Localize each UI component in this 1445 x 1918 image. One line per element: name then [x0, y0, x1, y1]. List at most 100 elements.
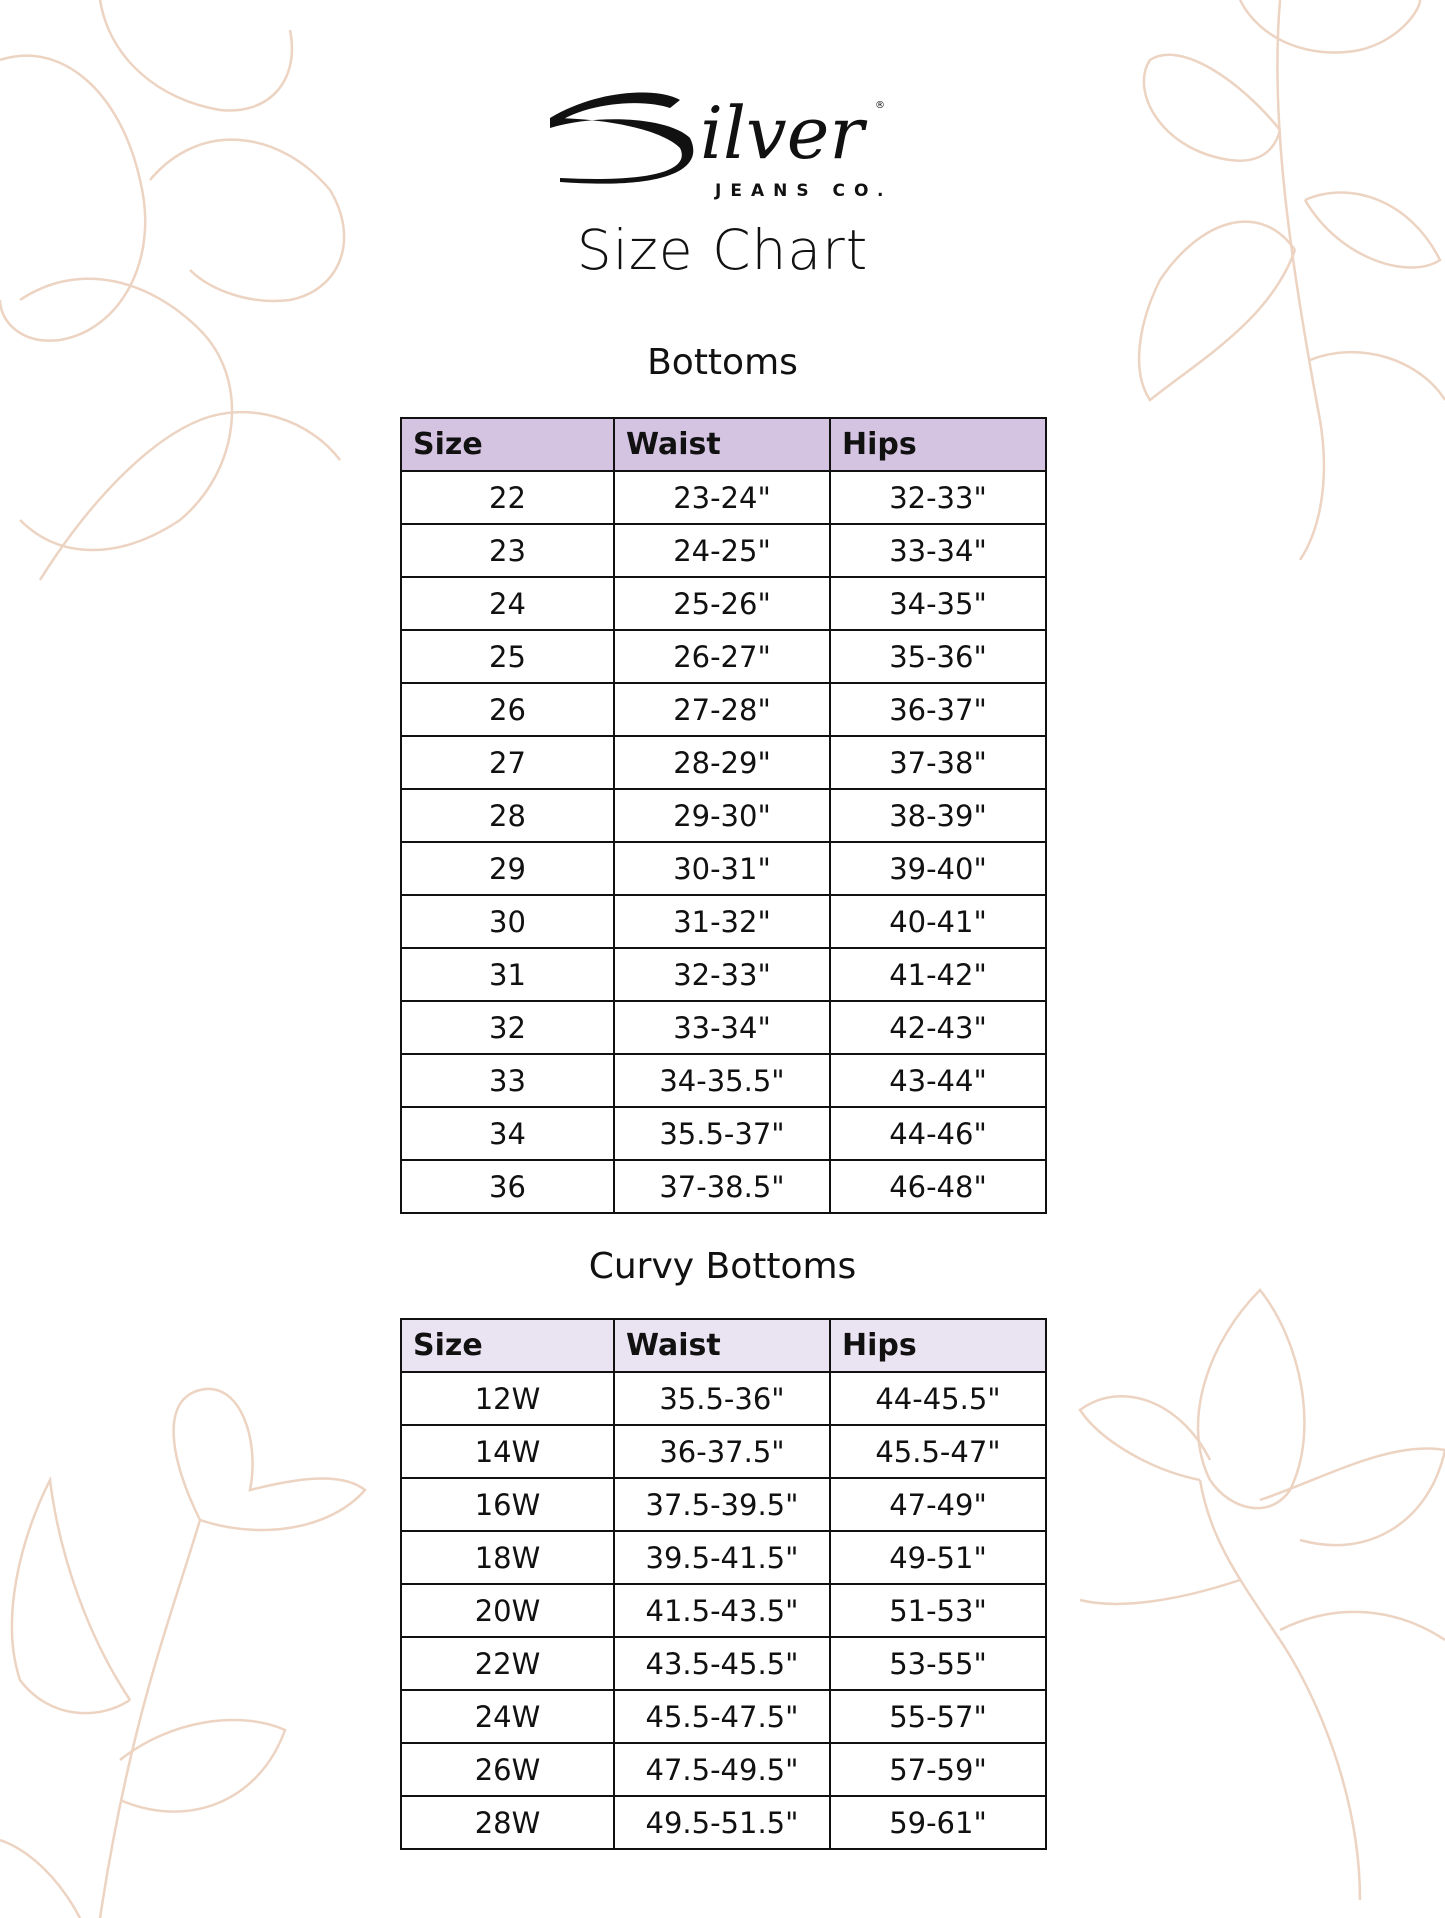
waist-cell: 29-30" — [613, 788, 831, 843]
floral-decoration-top-right — [1137, 0, 1445, 560]
hips-cell: 49-51" — [829, 1530, 1047, 1585]
table-row: 31 32-33" 41-42" — [400, 947, 1047, 1002]
hips-cell: 40-41" — [829, 894, 1047, 949]
size-cell: 28 — [400, 788, 615, 843]
logo-subtitle: JEANS CO. — [714, 181, 893, 200]
waist-cell: 49.5-51.5" — [613, 1795, 831, 1850]
silver-jeans-logo: ilver ® JEANS CO. — [550, 91, 893, 200]
hips-cell: 34-35" — [829, 576, 1047, 631]
table-row: 27 28-29" 37-38" — [400, 735, 1047, 790]
table-row: 34 35.5-37" 44-46" — [400, 1106, 1047, 1161]
waist-cell: 26-27" — [613, 629, 831, 684]
size-cell: 23 — [400, 523, 615, 578]
table-row: 33 34-35.5" 43-44" — [400, 1053, 1047, 1108]
waist-cell: 34-35.5" — [613, 1053, 831, 1108]
bottoms-size-table: Size Waist Hips 22 23-24" 32-33" 23 24-25" 33… — [400, 417, 1047, 1214]
table-row: 26 27-28" 36-37" — [400, 682, 1047, 737]
size-cell: 22W — [400, 1636, 615, 1691]
size-cell: 16W — [400, 1477, 615, 1532]
column-header-size: Size — [400, 1318, 615, 1373]
page-title: Size Chart — [576, 218, 869, 282]
table-header-row: Size Waist Hips — [400, 417, 1047, 472]
waist-cell: 24-25" — [613, 523, 831, 578]
size-cell: 12W — [400, 1371, 615, 1426]
table-row: 20W 41.5-43.5" 51-53" — [400, 1583, 1047, 1638]
hips-cell: 38-39" — [829, 788, 1047, 843]
hips-cell: 39-40" — [829, 841, 1047, 896]
hips-cell: 44-46" — [829, 1106, 1047, 1161]
column-header-hips: Hips — [829, 417, 1047, 472]
size-cell: 24 — [400, 576, 615, 631]
hips-cell: 45.5-47" — [829, 1424, 1047, 1479]
size-cell: 20W — [400, 1583, 615, 1638]
waist-cell: 30-31" — [613, 841, 831, 896]
hips-cell: 46-48" — [829, 1159, 1047, 1214]
hips-cell: 57-59" — [829, 1742, 1047, 1797]
size-cell: 24W — [400, 1689, 615, 1744]
size-cell: 33 — [400, 1053, 615, 1108]
hips-cell: 37-38" — [829, 735, 1047, 790]
curvy-bottoms-heading: Curvy Bottoms — [588, 1246, 857, 1287]
waist-cell: 36-37.5" — [613, 1424, 831, 1479]
waist-cell: 32-33" — [613, 947, 831, 1002]
size-cell: 30 — [400, 894, 615, 949]
floral-decoration-bottom-right — [1078, 1288, 1445, 1901]
hips-cell: 33-34" — [829, 523, 1047, 578]
column-header-waist: Waist — [613, 1318, 831, 1373]
size-cell: 31 — [400, 947, 615, 1002]
size-cell: 22 — [400, 470, 615, 525]
table-header-row: Size Waist Hips — [400, 1318, 1047, 1373]
waist-cell: 35.5-37" — [613, 1106, 831, 1161]
size-cell: 32 — [400, 1000, 615, 1055]
waist-cell: 41.5-43.5" — [613, 1583, 831, 1638]
waist-cell: 37-38.5" — [613, 1159, 831, 1214]
hips-cell: 47-49" — [829, 1477, 1047, 1532]
table-row: 14W 36-37.5" 45.5-47" — [400, 1424, 1047, 1479]
waist-cell: 28-29" — [613, 735, 831, 790]
bottoms-heading: Bottoms — [647, 342, 798, 383]
size-cell: 34 — [400, 1106, 615, 1161]
size-cell: 25 — [400, 629, 615, 684]
size-cell: 18W — [400, 1530, 615, 1585]
waist-cell: 45.5-47.5" — [613, 1689, 831, 1744]
size-cell: 29 — [400, 841, 615, 896]
waist-cell: 23-24" — [613, 470, 831, 525]
size-cell: 26 — [400, 682, 615, 737]
table-row: 23 24-25" 33-34" — [400, 523, 1047, 578]
svg-text:®: ® — [875, 100, 885, 111]
curvy-bottoms-size-table: Size Waist Hips 12W 35.5-36" 44-45.5" 14W 36… — [400, 1318, 1047, 1850]
table-row: 16W 37.5-39.5" 47-49" — [400, 1477, 1047, 1532]
hips-cell: 55-57" — [829, 1689, 1047, 1744]
table-row: 36 37-38.5" 46-48" — [400, 1159, 1047, 1214]
hips-cell: 51-53" — [829, 1583, 1047, 1638]
table-row: 22W 43.5-45.5" 53-55" — [400, 1636, 1047, 1691]
hips-cell: 59-61" — [829, 1795, 1047, 1850]
size-cell: 28W — [400, 1795, 615, 1850]
table-row: 24 25-26" 34-35" — [400, 576, 1047, 631]
size-cell: 36 — [400, 1159, 615, 1214]
column-header-size: Size — [400, 417, 615, 472]
size-cell: 14W — [400, 1424, 615, 1479]
hips-cell: 44-45.5" — [829, 1371, 1047, 1426]
waist-cell: 25-26" — [613, 576, 831, 631]
hips-cell: 41-42" — [829, 947, 1047, 1002]
hips-cell: 53-55" — [829, 1636, 1047, 1691]
hips-cell: 32-33" — [829, 470, 1047, 525]
waist-cell: 47.5-49.5" — [613, 1742, 831, 1797]
hips-cell: 43-44" — [829, 1053, 1047, 1108]
table-row: 18W 39.5-41.5" 49-51" — [400, 1530, 1047, 1585]
table-row: 32 33-34" 42-43" — [400, 1000, 1047, 1055]
table-row: 30 31-32" 40-41" — [400, 894, 1047, 949]
size-cell: 27 — [400, 735, 615, 790]
waist-cell: 43.5-45.5" — [613, 1636, 831, 1691]
size-cell: 26W — [400, 1742, 615, 1797]
waist-cell: 35.5-36" — [613, 1371, 831, 1426]
hips-cell: 35-36" — [829, 629, 1047, 684]
table-row: 28W 49.5-51.5" 59-61" — [400, 1795, 1047, 1850]
column-header-hips: Hips — [829, 1318, 1047, 1373]
logo-wordmark: ilver — [700, 91, 867, 175]
floral-decoration-bottom-left — [0, 1387, 367, 1918]
table-row: 22 23-24" 32-33" — [400, 470, 1047, 525]
waist-cell: 39.5-41.5" — [613, 1530, 831, 1585]
table-row: 24W 45.5-47.5" 55-57" — [400, 1689, 1047, 1744]
